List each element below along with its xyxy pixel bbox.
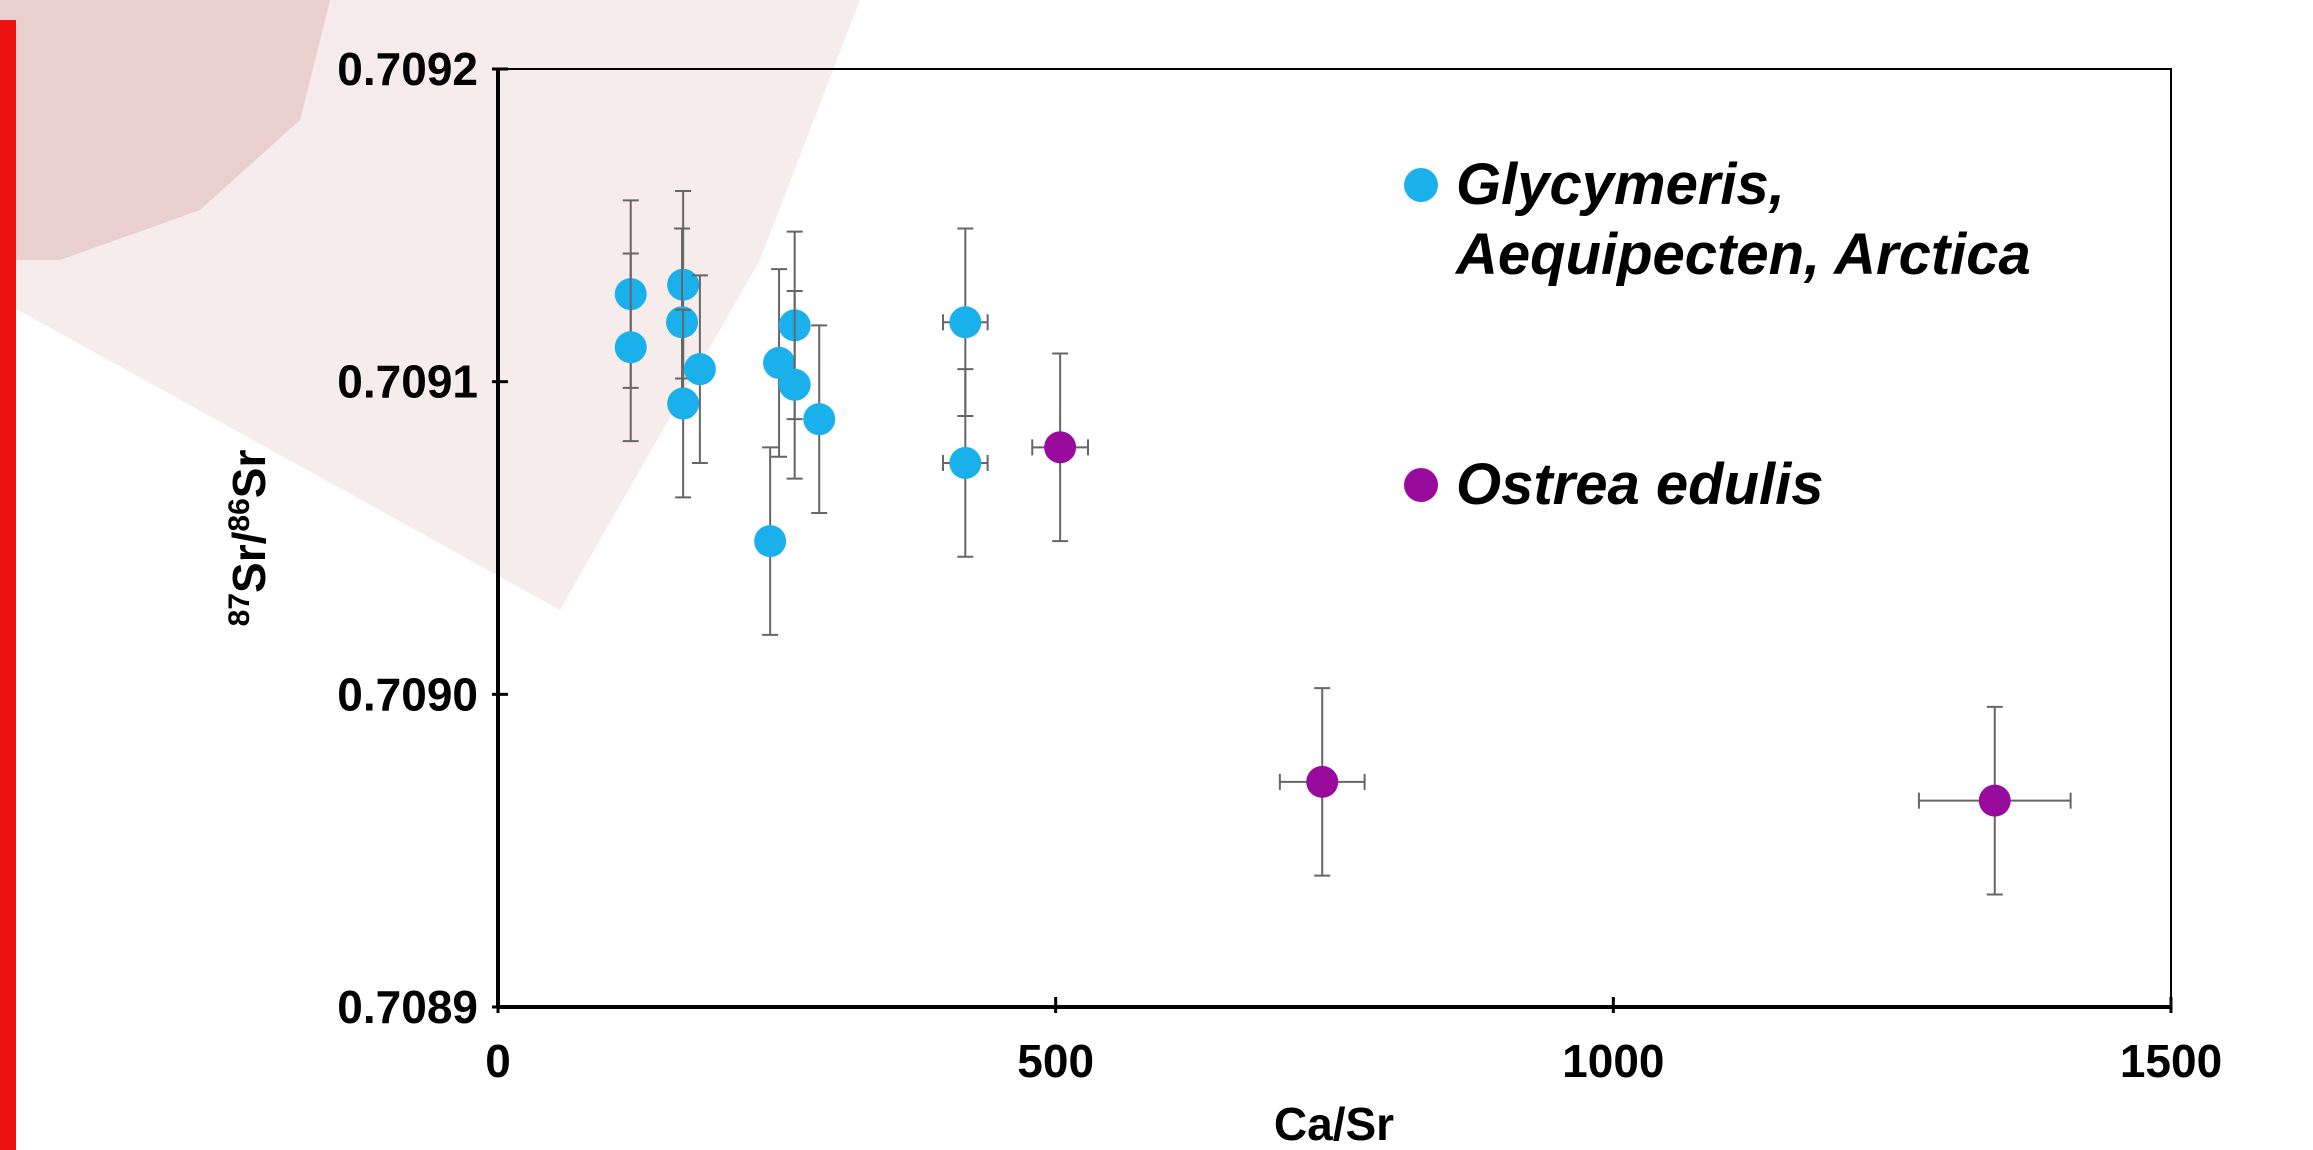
data-point — [778, 368, 811, 401]
background-decoration — [0, 0, 330, 260]
y-axis-title: 87Sr/86Sr — [223, 450, 275, 627]
y-tick-label: 0.7091 — [337, 356, 478, 408]
y-tick-label: 0.7090 — [337, 668, 478, 720]
x-tick-label: 500 — [1017, 1035, 1094, 1087]
data-point — [949, 446, 982, 479]
data-point — [754, 525, 787, 558]
data-point — [1306, 765, 1339, 798]
data-point — [1978, 784, 2011, 817]
x-tick-label: 1000 — [1562, 1035, 1664, 1087]
legend-label: Ostrea edulis — [1456, 452, 1824, 517]
data-point — [667, 387, 700, 420]
legend-entry: Glycymeris, Aequipecten, Arctica — [1404, 150, 2116, 290]
y-axis-title-sup: 86 — [223, 498, 256, 531]
legend-marker — [1404, 168, 1438, 202]
x-tick-label: 0 — [485, 1035, 511, 1087]
data-point — [1044, 431, 1077, 464]
legend-marker — [1404, 468, 1438, 502]
data-point — [614, 331, 647, 364]
y-axis-title-sup: 87 — [223, 593, 256, 626]
y-axis-title-part: Sr — [223, 450, 275, 499]
data-point — [666, 306, 699, 339]
data-point — [803, 403, 836, 436]
frame-edge — [0, 20, 16, 1150]
data-point — [949, 306, 982, 339]
data-point — [683, 353, 716, 386]
y-tick-label: 0.7089 — [337, 981, 478, 1033]
x-axis-title: Ca/Sr — [1274, 1098, 1394, 1150]
legend-entry: Ostrea edulis — [1404, 450, 2116, 520]
data-point — [667, 268, 700, 301]
legend-label: Glycymeris, Aequipecten, Arctica — [1456, 152, 2031, 287]
y-axis-title-part: Sr/ — [223, 531, 275, 593]
y-tick-label: 0.7092 — [337, 43, 478, 95]
x-tick-label: 1500 — [2120, 1035, 2222, 1087]
